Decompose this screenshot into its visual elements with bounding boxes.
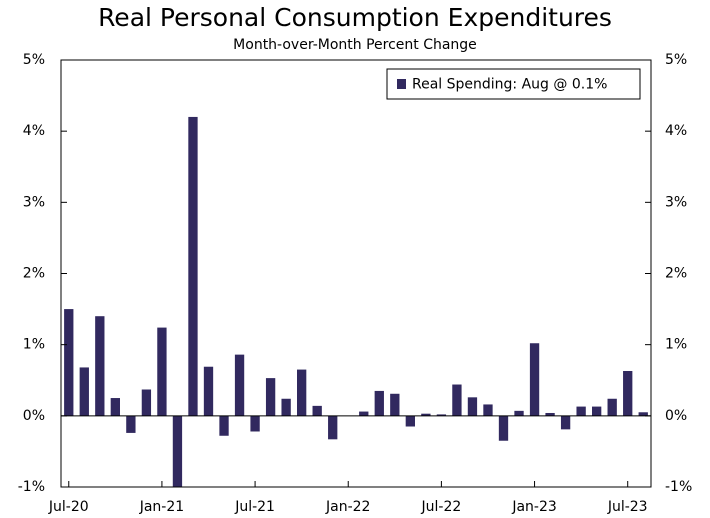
bar bbox=[529, 343, 540, 416]
chart-title: Real Personal Consumption Expenditures bbox=[98, 3, 612, 32]
y2-tick-label: 2% bbox=[665, 266, 687, 282]
bar bbox=[188, 116, 198, 416]
bar bbox=[79, 367, 89, 416]
bar bbox=[467, 397, 478, 416]
x-tick-label: Jul-23 bbox=[607, 499, 648, 515]
x-tick-label: Jan-22 bbox=[325, 499, 370, 515]
bar bbox=[638, 412, 648, 416]
x-tick-label: Jan-23 bbox=[511, 499, 556, 515]
y-tick-label: 5% bbox=[23, 52, 45, 68]
legend-label: Real Spending: Aug @ 0.1% bbox=[412, 77, 607, 93]
y-tick-label: 1% bbox=[23, 337, 45, 353]
bar bbox=[560, 415, 571, 430]
bar bbox=[126, 415, 136, 433]
y2-tick-label: 1% bbox=[665, 337, 687, 353]
y2-tick-label: 0% bbox=[665, 408, 687, 424]
bar bbox=[234, 354, 245, 416]
bar bbox=[265, 378, 276, 416]
bar bbox=[545, 412, 555, 416]
bar bbox=[281, 398, 291, 416]
bar bbox=[623, 370, 633, 416]
bar bbox=[250, 415, 260, 432]
bar bbox=[452, 384, 462, 416]
bar bbox=[297, 369, 307, 416]
bar bbox=[592, 406, 602, 416]
y2-tick-label: -1% bbox=[665, 479, 692, 495]
y-tick-label: 3% bbox=[23, 194, 45, 210]
x-tick-label: Jul-20 bbox=[48, 499, 89, 515]
y2-tick-label: 5% bbox=[665, 52, 687, 68]
bar bbox=[436, 414, 447, 416]
bar bbox=[576, 406, 586, 416]
y-tick-label: -1% bbox=[18, 479, 45, 495]
bar bbox=[219, 415, 229, 436]
bar bbox=[172, 415, 183, 487]
bar bbox=[312, 405, 322, 416]
bar bbox=[607, 398, 617, 416]
legend-swatch bbox=[397, 79, 406, 89]
x-tick-label: Jul-22 bbox=[421, 499, 462, 515]
bar bbox=[203, 366, 214, 416]
x-tick-label: Jul-21 bbox=[234, 499, 275, 515]
bar bbox=[514, 410, 524, 416]
bar bbox=[141, 389, 152, 416]
bar bbox=[157, 327, 167, 416]
bar bbox=[95, 316, 105, 416]
y-tick-label: 4% bbox=[23, 123, 45, 139]
bar bbox=[328, 415, 338, 440]
bar bbox=[374, 390, 384, 416]
y-tick-label: 0% bbox=[23, 408, 45, 424]
bar bbox=[483, 404, 493, 416]
legend-box bbox=[386, 68, 641, 100]
bar bbox=[64, 309, 74, 416]
x-tick-label: Jan-21 bbox=[139, 499, 184, 515]
bar bbox=[359, 411, 369, 416]
bar bbox=[390, 393, 400, 416]
bar bbox=[405, 415, 415, 427]
bar bbox=[498, 415, 509, 441]
y2-tick-label: 3% bbox=[665, 194, 687, 210]
bar bbox=[421, 413, 431, 416]
chart-subtitle: Month-over-Month Percent Change bbox=[233, 37, 477, 53]
y2-tick-label: 4% bbox=[665, 123, 687, 139]
y-tick-label: 2% bbox=[23, 266, 45, 282]
bar bbox=[110, 398, 120, 416]
